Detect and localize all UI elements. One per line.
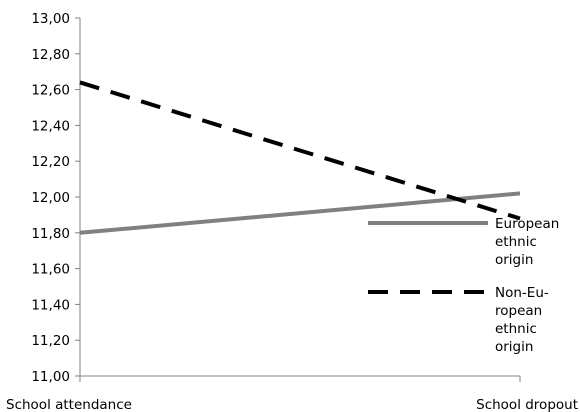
- y-tick-label: 12,80: [31, 47, 70, 63]
- y-tick-label: 11,60: [31, 262, 70, 278]
- y-tick-label: 12,40: [31, 118, 70, 134]
- legend: European ethnic origin Non-Eu-ropean ethnic o…: [368, 216, 559, 355]
- legend-label: origin: [495, 339, 533, 355]
- legend-label: ethnic: [495, 321, 537, 337]
- legend-label: ropean: [495, 303, 542, 319]
- y-tick-label: 11,80: [31, 226, 70, 242]
- y-tick-label: 12,20: [31, 154, 70, 170]
- legend-label: Non-Eu-: [495, 285, 549, 301]
- y-tick-label: 12,00: [31, 190, 70, 206]
- legend-label: ethnic: [495, 234, 537, 250]
- y-tick-label: 11,20: [31, 333, 70, 349]
- y-tick-label: 11,40: [31, 297, 70, 313]
- legend-label: origin: [495, 252, 533, 268]
- legend-label: European: [495, 216, 559, 232]
- y-tick-label: 11,00: [31, 369, 70, 385]
- series-line-european: [79, 191, 521, 235]
- x-tick-label: School attendance: [6, 397, 132, 412]
- x-ticks: School attendance School dropout: [6, 376, 578, 412]
- x-tick-label: School dropout: [476, 397, 578, 412]
- y-tick-label: 13,00: [31, 11, 70, 27]
- series-line-non-european: [79, 80, 521, 221]
- y-ticks: 11,00 11,20 11,40 11,60 11,80 12,00 12,20 12,40…: [31, 11, 80, 385]
- series-lines: [79, 80, 521, 235]
- y-tick-label: 12,60: [31, 83, 70, 99]
